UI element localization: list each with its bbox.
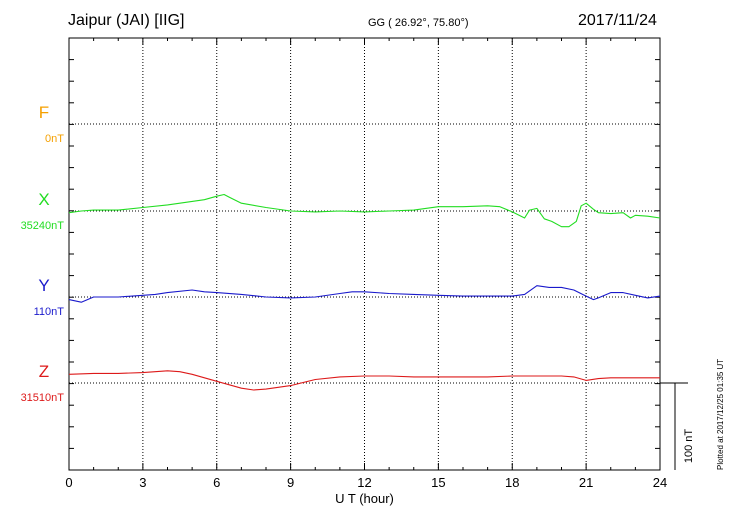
- x-tick-label: 18: [505, 475, 519, 490]
- grid: [69, 38, 660, 470]
- component-label-x: X: [38, 190, 49, 209]
- x-tick-label: 12: [357, 475, 371, 490]
- series-line-y: [68, 285, 661, 303]
- series-line-z: [68, 370, 660, 391]
- x-tick-label: 9: [287, 475, 294, 490]
- x-tick-label: 21: [579, 475, 593, 490]
- component-label-y: Y: [38, 276, 49, 295]
- axis-labels: 0 3 6 9 12 15 18 21 24 U T (hour) F 0nT X 35240nT Y 110…: [21, 103, 668, 506]
- scale-bar-label: 100 nT: [683, 429, 695, 464]
- x-tick-label: 24: [653, 475, 667, 490]
- x-tick-label: 0: [65, 475, 72, 490]
- geo-coordinates: GG ( 26.92°, 75.80°): [368, 17, 469, 29]
- series-line-x: [68, 193, 661, 228]
- scale-bar: 100 nT: [660, 382, 695, 470]
- x-axis-label: U T (hour): [335, 491, 394, 506]
- x-tick-label: 3: [139, 475, 146, 490]
- baseline-value-z: 31510nT: [21, 392, 65, 404]
- component-label-z: Z: [39, 362, 49, 381]
- baseline-value-x: 35240nT: [21, 220, 65, 232]
- plotted-at-note: Plotted at 2017/12/25 01:35 UT: [716, 358, 725, 470]
- baseline-value-y: 110nT: [34, 306, 65, 318]
- axis-ticks: [68, 37, 661, 470]
- date-label: 2017/11/24: [578, 12, 657, 29]
- component-label-f: F: [39, 103, 49, 122]
- x-tick-label: 15: [431, 475, 445, 490]
- baseline-value-f: 0nT: [45, 133, 64, 145]
- x-tick-label: 6: [213, 475, 220, 490]
- station-title: Jaipur (JAI) [IIG]: [68, 12, 185, 29]
- series-group: [68, 193, 661, 391]
